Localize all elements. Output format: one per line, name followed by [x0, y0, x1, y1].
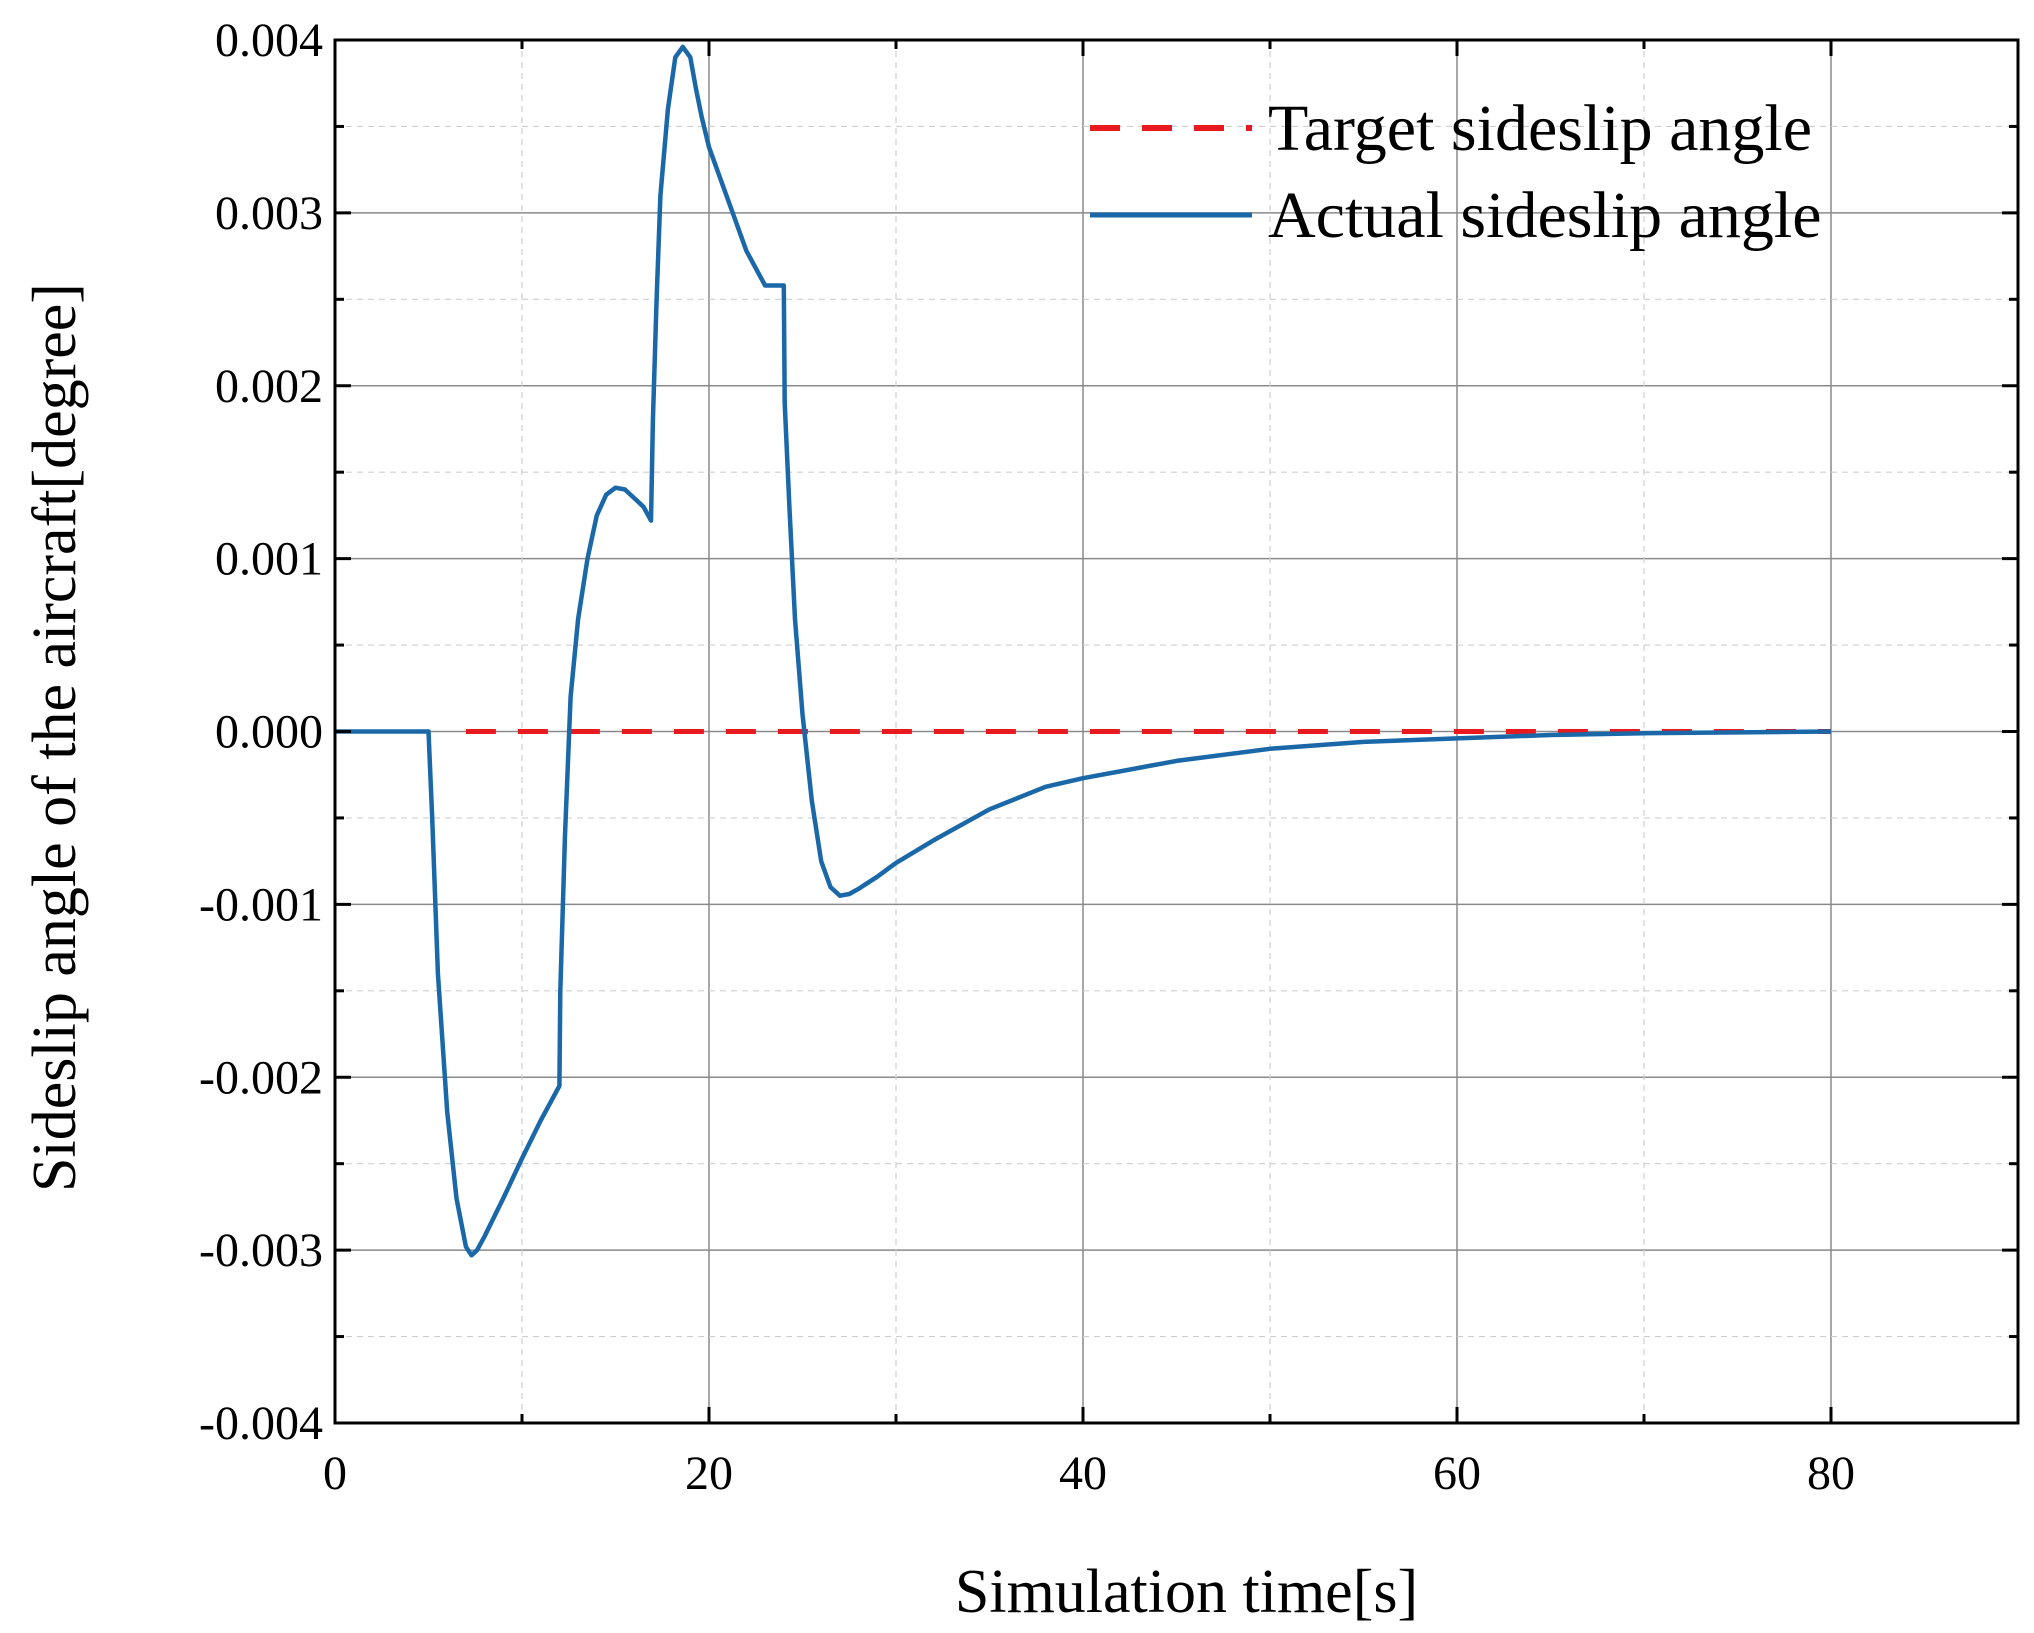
- axis-ticks: [333, 38, 2018, 1425]
- x-tick-label: 80: [1807, 1447, 1855, 1500]
- y-tick-label: 0.004: [215, 14, 323, 67]
- x-tick-label: 60: [1433, 1447, 1481, 1500]
- y-tick-label: 0.003: [215, 187, 323, 240]
- series-lines: [335, 44, 1832, 1258]
- x-tick-label: 40: [1059, 1447, 1107, 1500]
- y-axis-title: Sideslip angle of the aircraft[degree]: [21, 283, 89, 1192]
- y-tick-label: -0.003: [199, 1224, 323, 1277]
- y-tick-label: -0.002: [199, 1051, 323, 1104]
- legend: Target sideslip angle Actual sideslip an…: [1090, 92, 1822, 252]
- y-tick-label: -0.004: [199, 1397, 323, 1450]
- tick-labels: 0 20 40 60 80 -0.004 -0.003 -0.002 -0.001 0.000 0.…: [199, 14, 1855, 1500]
- x-tick-label: 0: [323, 1447, 347, 1500]
- legend-label-target: Target sideslip angle: [1268, 92, 1812, 165]
- y-tick-label: -0.001: [199, 878, 323, 931]
- y-tick-label: 0.002: [215, 360, 323, 413]
- y-tick-label: 0.000: [215, 706, 323, 759]
- y-tick-label: 0.001: [215, 533, 323, 586]
- actual-sideslip-line: [335, 44, 1832, 1258]
- x-axis-title: Simulation time[s]: [955, 1558, 1418, 1626]
- legend-label-actual: Actual sideslip angle: [1268, 179, 1822, 252]
- grid: [335, 40, 2018, 1423]
- x-tick-label: 20: [685, 1447, 733, 1500]
